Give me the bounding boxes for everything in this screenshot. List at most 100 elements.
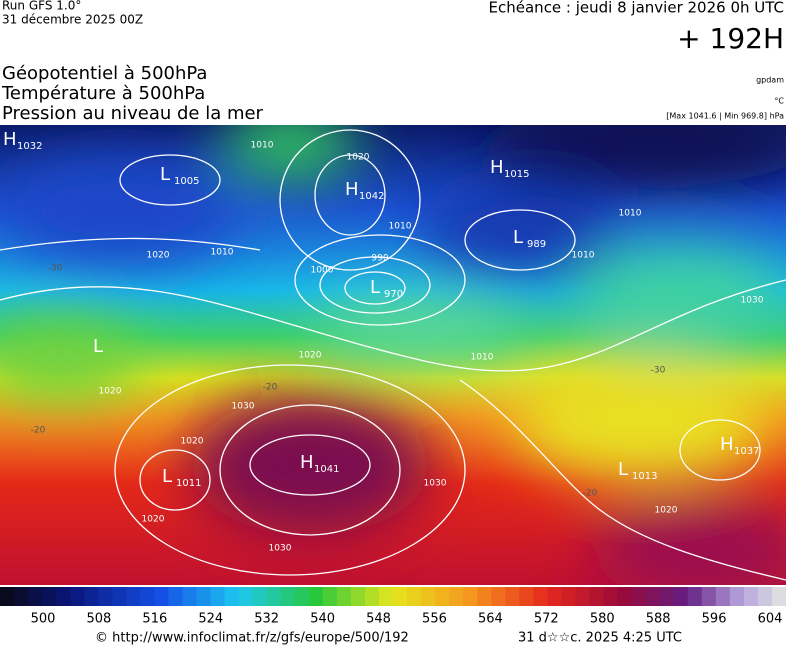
colorbar: 500 508 516 524 532 540 548 556 564 572 580 588 596 6…: [0, 587, 786, 627]
colorbar-swatch: [393, 587, 408, 606]
isobar-label: 1030: [424, 479, 447, 489]
colorbar-swatch: [308, 587, 324, 606]
isobar-label: 1030: [269, 544, 292, 554]
colorbar-tick-label: 524: [198, 612, 223, 627]
colorbar-swatch: [70, 587, 85, 606]
colorbar-tick-label: 556: [422, 612, 447, 627]
colorbar-swatch: [56, 587, 71, 606]
valid-time: Echéance : jeudi 8 janvier 2026 0h UTC: [489, 0, 784, 17]
center-type: L: [93, 336, 103, 357]
colorbar-swatch: [252, 587, 268, 606]
isobar-label: 1020: [655, 506, 678, 516]
colorbar-tick-label: 580: [590, 612, 615, 627]
center-value: 1013: [632, 471, 657, 482]
field-shading: [0, 125, 786, 585]
center-type: L: [160, 164, 170, 185]
temperature-label: -30: [48, 264, 63, 274]
colorbar-swatch: [547, 587, 562, 606]
center-value: 1037: [734, 446, 759, 457]
colorbar-swatch: [645, 587, 661, 606]
isobars: [0, 129, 786, 581]
colorbar-swatch: [421, 587, 436, 606]
colorbar-swatch: [364, 587, 380, 606]
colorbar-swatch: [561, 587, 576, 606]
footer: © http://www.infoclimat.fr/z/gfs/europe/…: [95, 631, 682, 646]
colorbar-swatch: [575, 587, 590, 606]
isobar-label: 1030: [741, 296, 764, 306]
center-type: L: [162, 466, 172, 487]
isobar-label: 1010: [389, 222, 412, 232]
temperature-label: -20: [31, 426, 46, 436]
center-type: L: [370, 277, 380, 298]
colorbar-swatch: [477, 587, 492, 606]
colorbar-swatch: [112, 587, 127, 606]
isobar-label: 1010: [471, 353, 494, 363]
colorbar-tick-label: 596: [702, 612, 727, 627]
colorbar-swatch: [294, 587, 310, 606]
colorbar-swatch: [435, 587, 450, 606]
center-type: H: [3, 129, 17, 150]
isobar-label: 1010: [619, 209, 642, 219]
colorbar-swatch: [224, 587, 240, 606]
center-type: L: [618, 459, 628, 480]
isobar-label: 1020: [181, 437, 204, 447]
center-value: 1005: [174, 176, 199, 187]
colorbar-swatch: [631, 587, 647, 606]
colorbar-swatch: [771, 587, 786, 606]
colorbar-tick-label: 548: [366, 612, 391, 627]
center-type: H: [345, 179, 359, 200]
field: Géopotentiel à 500hPa: [2, 63, 207, 84]
colorbar-tick-label: 572: [534, 612, 559, 627]
isobar-label: 1020: [299, 351, 322, 361]
colorbar-tick-label: 516: [142, 612, 167, 627]
source: © http://www.infoclimat.fr/z/gfs/europe/…: [95, 631, 409, 646]
colorbar-swatch: [322, 587, 338, 606]
isobar-label: 1030: [232, 402, 255, 412]
isobar-label: 990: [371, 254, 388, 264]
colorbar-tick-label: 532: [254, 612, 279, 627]
run: Run GFS 1.0°: [2, 0, 81, 13]
colorbar-swatch: [491, 587, 506, 606]
isobar-label: 1020: [347, 153, 370, 163]
colorbar-swatch: [98, 587, 113, 606]
colorbar-swatch: [715, 587, 731, 606]
center-value: 1041: [314, 464, 339, 475]
colorbar-swatch: [182, 587, 197, 606]
isobar-label: 1010: [211, 248, 234, 258]
center-value: 1011: [176, 478, 201, 489]
colorbar-swatch: [266, 587, 282, 606]
colorbar-swatch: [14, 587, 29, 606]
isobar-label: 1010: [251, 141, 274, 151]
center-type: H: [720, 434, 734, 455]
center-value: 970: [384, 289, 403, 300]
colorbar-swatch: [0, 587, 15, 606]
colorbar-swatch: [617, 587, 633, 606]
isobar-label: 1020: [142, 515, 165, 525]
colorbar-swatch: [743, 587, 759, 606]
colorbar-swatch: [126, 587, 141, 606]
colorbar-swatch: [378, 587, 394, 606]
temperature-label: -30: [651, 366, 666, 376]
run-date: 31 décembre 2025 00Z: [2, 13, 143, 27]
colorbar-swatch: [238, 587, 254, 606]
field: Pression au niveau de la mer: [2, 103, 264, 124]
temperature-label: -20: [583, 489, 598, 499]
colorbar-swatch: [140, 587, 155, 606]
generated: 31 d☆☆c. 2025 4:25 UTC: [518, 631, 682, 646]
center-type: H: [490, 157, 504, 178]
colorbar-swatch: [659, 587, 675, 606]
colorbar-swatch: [28, 587, 43, 606]
header: Run GFS 1.0° 31 décembre 2025 00Z Echéan…: [1, 0, 784, 124]
colorbar-tick-label: 588: [646, 612, 671, 627]
unit: gpdam: [756, 76, 784, 85]
colorbar-tick-label: 508: [87, 612, 112, 627]
isobar-label: 1000: [311, 266, 334, 276]
colorbar-swatch: [729, 587, 745, 606]
colorbar-swatch: [84, 587, 99, 606]
colorbar-swatch: [449, 587, 464, 606]
colorbar-swatch: [603, 587, 619, 606]
colorbar-tick-label: 500: [31, 612, 56, 627]
center-value: 989: [527, 239, 546, 250]
